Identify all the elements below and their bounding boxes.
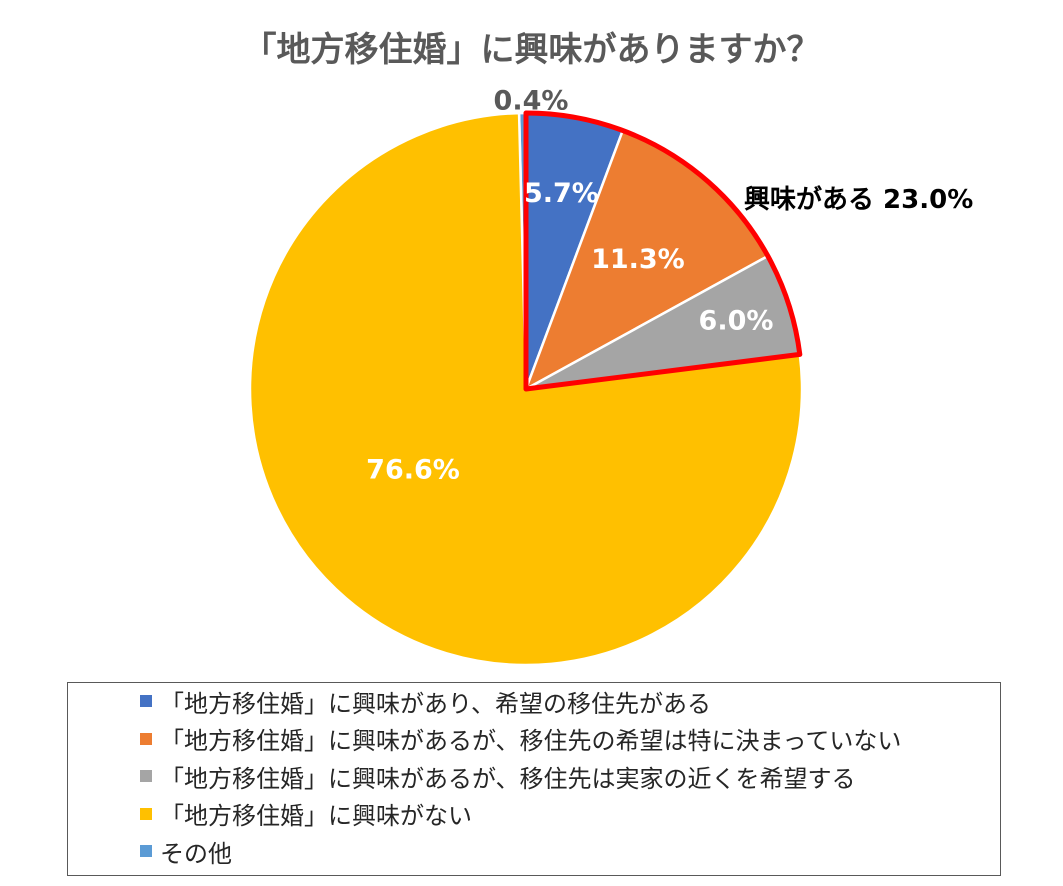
legend-swatch bbox=[140, 845, 152, 857]
legend-item-interested-undecided: 「地方移住婚」に興味があるが、移住先の希望は特に決まっていない bbox=[140, 724, 902, 755]
legend-swatch bbox=[140, 732, 152, 745]
data-label-not-interested: 76.6% bbox=[366, 455, 460, 486]
legend-swatch bbox=[140, 770, 152, 782]
legend-swatch bbox=[140, 807, 152, 820]
legend-label: 「地方移住婚」に興味があるが、移住先の希望は特に決まっていない bbox=[160, 727, 902, 755]
legend-label: 「地方移住婚」に興味があり、希望の移住先がある bbox=[160, 689, 712, 718]
pie-chart: 0.4% 5.7% 11.3% 6.0% 76.6% 興味がある 23.0% bbox=[248, 86, 973, 667]
legend-item-interested-with-destination: 「地方移住婚」に興味があり、希望の移住先がある bbox=[140, 686, 712, 718]
legend: 「地方移住婚」に興味があり、希望の移住先がある「地方移住婚」に興味があるが、移住… bbox=[67, 682, 1001, 876]
legend-label: 「地方移住婚」に興味があるが、移住先は実家の近くを希望する bbox=[160, 764, 856, 793]
data-label-interested-near-family: 6.0% bbox=[699, 305, 774, 336]
legend-item-interested-near-family: 「地方移住婚」に興味があるが、移住先は実家の近くを希望する bbox=[140, 761, 856, 793]
data-label-other: 0.4% bbox=[494, 86, 569, 117]
data-label-interested-undecided: 11.3% bbox=[591, 244, 685, 275]
interest-highlight-outline bbox=[523, 110, 803, 392]
interest-annotation: 興味がある 23.0% bbox=[744, 184, 973, 215]
legend-label: 「地方移住婚」に興味がない bbox=[160, 802, 472, 830]
legend-label: その他 bbox=[160, 839, 232, 868]
chart-title: 「地方移住婚」に興味がありますか？ bbox=[242, 30, 821, 70]
data-label-interested-with-destination: 5.7% bbox=[524, 178, 599, 209]
legend-item-other: その他 bbox=[140, 836, 232, 868]
legend-swatch bbox=[140, 695, 152, 707]
legend-item-not-interested: 「地方移住婚」に興味がない bbox=[140, 799, 472, 830]
